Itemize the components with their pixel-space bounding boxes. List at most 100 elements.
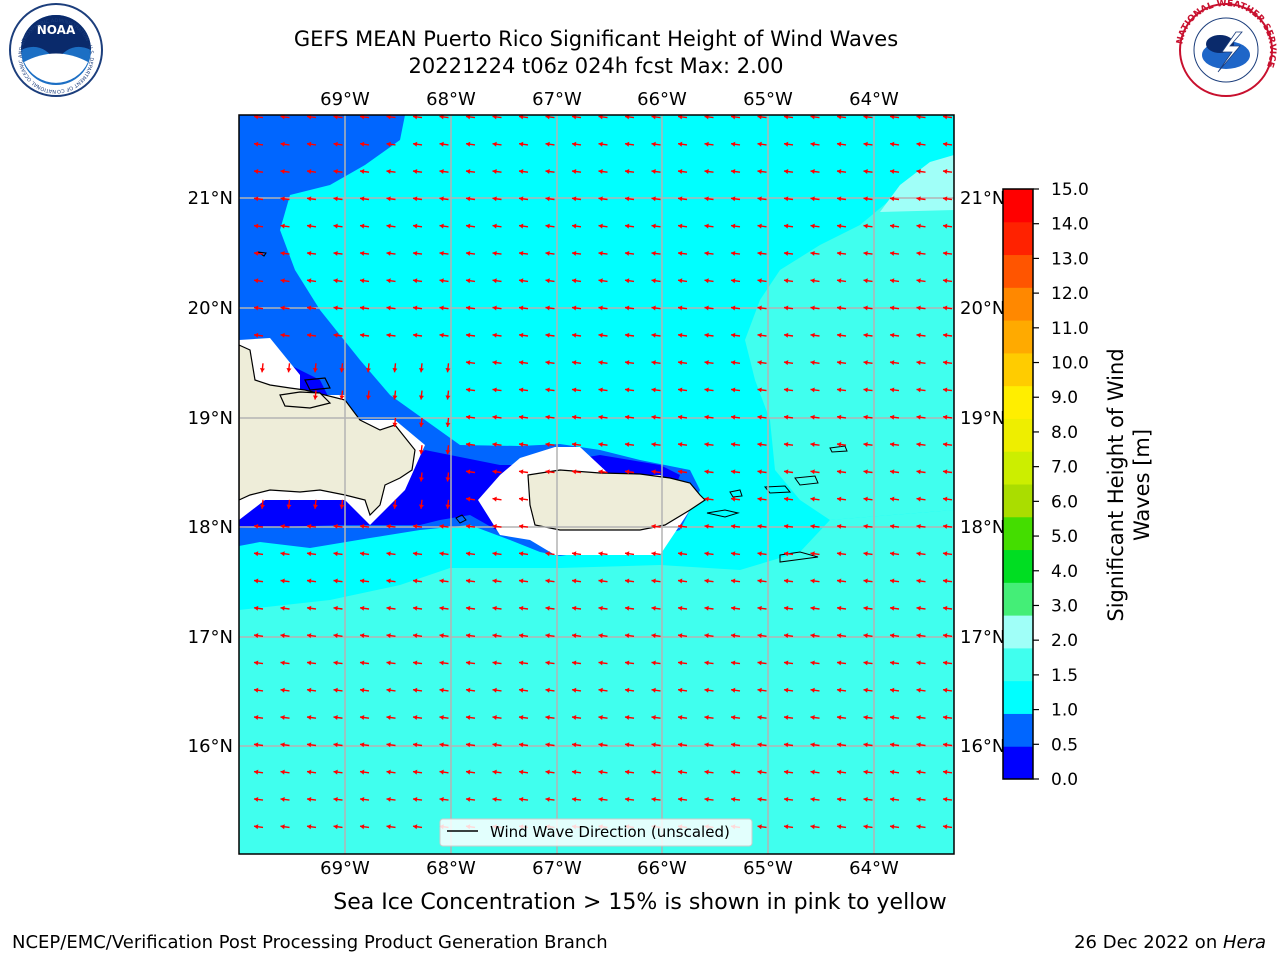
colorbar-ticks: 15.0 14.0 13.0 12.0 11.0 10.0 9.0 8.0 7.0 6.0 5.0 4… — [1033, 180, 1089, 790]
lat-label-right: 17°N — [960, 627, 1005, 648]
wind-wave-arrow-head — [333, 742, 338, 748]
wind-wave-arrow-head — [837, 223, 842, 229]
colorbar-title-line2: Waves [m] — [1130, 429, 1154, 541]
wind-wave-arrow-head — [757, 605, 762, 611]
wind-wave-arrow-head — [254, 796, 259, 802]
wind-wave-arrow-head — [307, 115, 312, 120]
wind-wave-arrow-head — [863, 769, 868, 775]
wind-wave-arrow-head — [784, 633, 789, 639]
wind-wave-arrow-head — [757, 633, 762, 639]
colorbar-tick-label: 15.0 — [1051, 180, 1089, 200]
wind-wave-arrow-head — [731, 250, 736, 256]
wind-wave-arrow-head — [678, 141, 683, 147]
wind-wave-arrow-head — [678, 169, 683, 175]
wind-wave-arrow-head — [545, 796, 550, 802]
wind-wave-arrow-head — [810, 523, 815, 529]
wind-wave-arrow-head — [757, 414, 762, 420]
wind-wave-arrow-head — [810, 141, 815, 147]
wind-wave-arrow-head — [439, 115, 444, 120]
wind-wave-arrow-head — [466, 141, 471, 147]
map-title: GEFS MEAN Puerto Rico Significant Height… — [293, 27, 899, 51]
wind-wave-arrow-head — [863, 496, 868, 502]
wind-wave-arrow-head — [731, 796, 736, 802]
wind-wave-arrow-head — [254, 578, 259, 584]
wind-wave-arrow-head — [254, 605, 259, 611]
wind-wave-arrow-head — [863, 305, 868, 311]
wind-wave-arrow-head — [916, 742, 921, 748]
wind-wave-arrow-head — [651, 715, 656, 721]
wind-wave-arrow-head — [572, 660, 577, 666]
wind-wave-arrow-head — [863, 687, 868, 693]
wind-wave-arrow-head — [651, 687, 656, 693]
wind-wave-arrow-head — [784, 687, 789, 693]
wind-wave-arrow-head — [731, 360, 736, 366]
wind-wave-arrow-head — [943, 687, 948, 693]
wind-wave-arrow-head — [307, 250, 312, 256]
wind-wave-arrow-head — [837, 196, 842, 202]
wind-wave-arrow-head — [837, 442, 842, 448]
wind-wave-arrow-head — [784, 715, 789, 721]
wind-wave-arrow-head — [492, 305, 497, 311]
map-frame — [238, 114, 955, 855]
wind-wave-arrow-head — [254, 742, 259, 748]
wind-wave-arrow-head — [890, 250, 895, 256]
colorbar-bin — [1003, 746, 1033, 780]
lon-label-bottom: 67°W — [532, 858, 582, 879]
wind-wave-arrow-head — [386, 169, 391, 175]
wind-wave-arrow-head — [519, 387, 524, 393]
wind-wave-arrow-head — [413, 769, 418, 775]
wind-wave-arrow-head — [439, 332, 444, 338]
wind-wave-arrow-head — [757, 578, 762, 584]
wind-wave-arrow-head — [916, 169, 921, 175]
wind-wave-arrow-head — [916, 633, 921, 639]
wind-wave-arrow-head — [810, 660, 815, 666]
colorbar-tick-label: 12.0 — [1051, 284, 1089, 304]
wind-wave-arrow-head — [651, 660, 656, 666]
wind-wave-arrow-head — [625, 332, 630, 338]
wind-wave-arrow-head — [333, 332, 338, 338]
wind-wave-arrow-head — [704, 769, 709, 775]
wind-wave-arrow-head — [598, 169, 603, 175]
wind-wave-arrow-head — [810, 796, 815, 802]
wind-wave-arrow-head — [598, 360, 603, 366]
wind-wave-arrow-head — [519, 278, 524, 284]
wind-wave-arrow-head — [784, 223, 789, 229]
wind-wave-arrow-head — [890, 196, 895, 202]
wind-wave-arrow-head — [704, 278, 709, 284]
wind-wave-arrow-head — [466, 742, 471, 748]
wind-wave-arrow-head — [519, 141, 524, 147]
wind-wave-arrow-head — [704, 387, 709, 393]
wind-wave-arrow-head — [333, 769, 338, 775]
wind-wave-arrow-head — [492, 605, 497, 611]
colorbar-tick-label: 3.0 — [1051, 596, 1078, 616]
wind-wave-arrow-head — [837, 141, 842, 147]
wind-wave-arrow-head — [413, 715, 418, 721]
wind-wave-arrow-head — [890, 305, 895, 311]
wind-wave-arrow-head — [572, 633, 577, 639]
wind-wave-arrow-head — [307, 687, 312, 693]
colorbar-bin — [1003, 615, 1033, 649]
wind-wave-arrow-head — [307, 633, 312, 639]
wind-wave-arrow-head — [757, 115, 762, 120]
wind-wave-arrow-head — [810, 633, 815, 639]
wind-wave-arrow-head — [916, 250, 921, 256]
wind-wave-arrow-head — [810, 115, 815, 120]
wind-wave-arrow-head — [386, 250, 391, 256]
wind-wave-arrow-head — [678, 660, 683, 666]
lon-label-bottom: 66°W — [637, 858, 687, 879]
lon-label-bottom: 69°W — [320, 858, 370, 879]
wind-wave-arrow-head — [519, 523, 524, 529]
wind-wave-arrow-head — [439, 169, 444, 175]
land-virgin-islands-4 — [794, 475, 819, 486]
wind-wave-arrow-head — [704, 442, 709, 448]
wind-wave-arrow-head — [837, 250, 842, 256]
wind-wave-arrow-head — [386, 742, 391, 748]
map-area — [239, 115, 954, 854]
wind-wave-arrow-head — [492, 442, 497, 448]
land-virgin-islands-1 — [706, 509, 740, 518]
wind-wave-arrow-head — [492, 250, 497, 256]
wind-wave-arrow-head — [466, 496, 471, 502]
wind-wave-arrow-head — [678, 605, 683, 611]
wind-wave-arrow-head — [360, 278, 365, 284]
wind-wave-arrow-head — [254, 115, 259, 120]
